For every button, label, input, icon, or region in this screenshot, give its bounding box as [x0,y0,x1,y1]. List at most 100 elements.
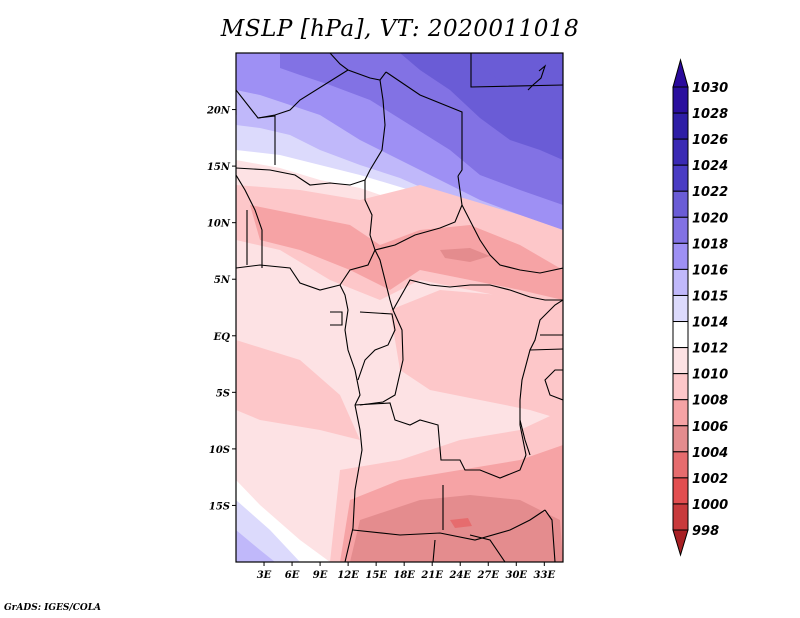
lon-tick-label: 6E [285,570,300,581]
colorbar-label: 1002 [692,472,728,487]
border-uganda-kenya [529,348,563,351]
border-namibia-botswana [432,539,436,562]
border-mozambique [544,509,556,562]
border-car-drc [392,279,563,311]
colorbar-segment [672,164,689,192]
border-eq-guinea [330,311,343,326]
colorbar-segment [672,138,689,166]
colorbar-label: 1016 [692,263,728,278]
colorbar-label: 1012 [692,342,728,357]
lon-tick-label: 3E [257,570,272,581]
lon-tick-label: 18E [393,570,415,581]
band-1010-atlantic [236,340,360,440]
pressure-field [236,53,563,562]
colorbar-label: 1018 [692,237,728,252]
colorbar-label: 1026 [692,133,728,148]
border-zambia-zimbabwe [469,534,506,562]
colorbar-segment [672,347,689,375]
lat-tick-label: 15N [207,162,231,173]
colorbar-label: 1014 [692,316,728,331]
lat-tick-label: 5S [216,388,230,399]
colorbar-segment [672,373,689,401]
colorbar-label: 1000 [692,498,728,513]
border-niger-nigeria [236,167,366,186]
colorbar-label: 1006 [692,420,728,435]
lon-tick-label: 12E [337,570,359,581]
colorbar-label: 1022 [692,185,728,200]
colorbar-segment [672,242,689,270]
coast-gabon-congo [339,284,361,406]
lon-tick-label: 33E [534,570,556,581]
colorbar-segment [672,503,689,531]
border-algeria-mali [236,69,349,119]
colorbar-label: 1020 [692,211,728,226]
band-1022b [460,53,563,100]
colorbar-segment [672,399,689,427]
colorbar-segment [672,268,689,296]
colorbar-label: 1015 [692,289,728,304]
lat-tick-label: 5N [214,275,231,286]
country-borders [236,53,563,562]
colorbar-label: 1028 [692,107,728,122]
band-1008-north [250,205,563,300]
lat-tick-label: 10S [209,445,230,456]
colorbar-segment [672,451,689,479]
lon-tick-label: 9E [313,570,328,581]
lat-tick-label: EQ [213,332,231,343]
border-nigeria-cameroon [339,180,376,286]
colorbar-label: 1030 [692,81,728,96]
border-car-sudan [461,204,563,274]
band-1006-south [350,495,563,562]
lake-victoria [544,369,563,401]
colorbar-segment [672,321,689,349]
colorbar-segment [672,477,689,505]
colorbar-label: 998 [692,524,719,539]
colorbar-top-arrow [672,58,689,88]
border-cameroon-car [374,249,394,311]
border-angola-namibia [352,509,546,541]
border-egypt-sudan [462,53,563,88]
border-benin [236,174,263,268]
border-libya-chad [385,71,463,177]
longitude-axis: 3E 6E 9E 12E 15E 18E 21E 24E 27E 30E 33E [257,562,556,581]
colorbar-label: 1010 [692,368,728,383]
band-1004-south [450,518,472,528]
border-algeria-libya [329,53,387,81]
lon-tick-label: 30E [506,570,528,581]
colorbar-segment [672,86,689,114]
colorbar-segment [672,294,689,323]
band-1016-sw [236,530,275,562]
lake-tanganyika [519,419,531,456]
colorbar-label: 1004 [692,446,728,461]
colorbar: 1030 1028 1026 1024 1022 1020 1018 1016 1015 1014… [672,58,728,557]
lon-tick-label: 27E [476,570,499,581]
coast-west-africa [236,264,341,291]
lat-tick-label: 15S [209,501,230,512]
border-mali-niger [257,115,276,165]
border-niger-chad [364,79,386,181]
coast-red-sea-nile [527,64,547,91]
lat-tick-label: 10N [207,219,231,230]
border-congo-drc [359,309,404,406]
latitude-axis: 20N 15N 10N 5N EQ 5S 10S 15S [206,106,236,512]
map-frame [235,52,564,563]
colorbar-segment [672,425,689,453]
lon-tick-label: 15E [365,570,387,581]
colorbar-segment [672,190,689,218]
colorbar-segment [672,112,689,140]
colorbar-label: 1024 [692,159,728,174]
colorbar-bottom-arrow [672,529,689,557]
lon-tick-label: 21E [420,570,443,581]
colorbar-segment [672,216,689,244]
lon-tick-label: 24E [448,570,471,581]
band-1010-congo [390,290,563,420]
border-congo-gabon [357,311,396,381]
chart-title: MSLP [hPa], VT: 2020011018 [220,16,580,42]
lat-tick-label: 20N [206,106,231,117]
border-angola-drc [354,402,527,479]
footer-credit: GrADS: IGES/COLA [4,603,102,613]
band-1006-car [440,248,490,262]
colorbar-label: 1008 [692,394,728,409]
coast-angola [344,404,363,562]
